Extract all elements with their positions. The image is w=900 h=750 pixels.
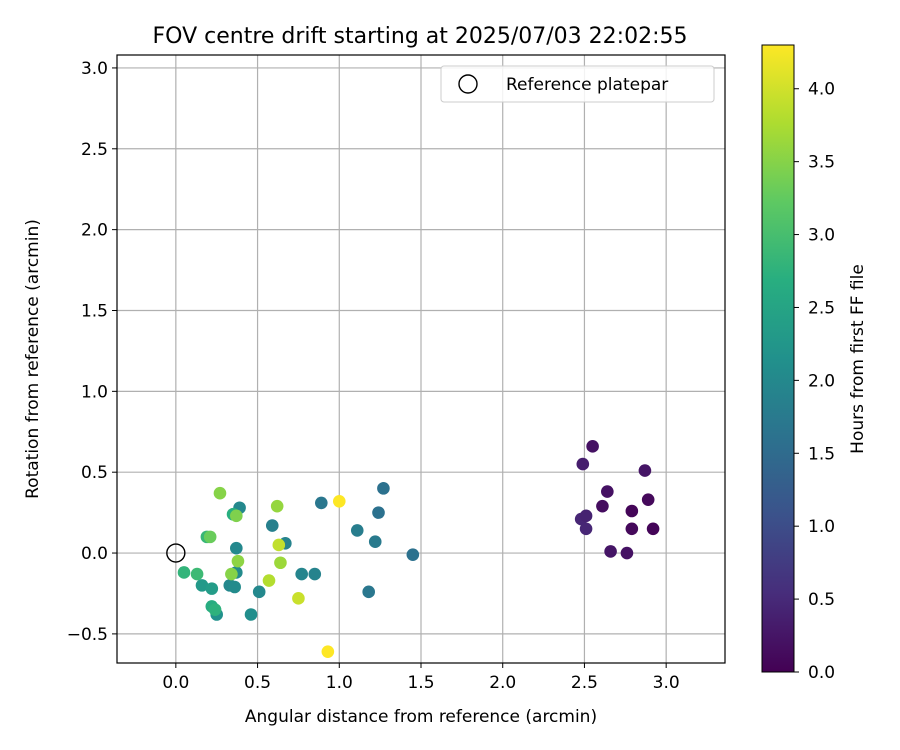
data-point — [321, 645, 335, 658]
data-point — [177, 566, 191, 579]
data-point — [205, 582, 219, 595]
data-point — [308, 567, 322, 581]
x-tick-label: 2.0 — [489, 673, 516, 693]
chart-title: FOV centre drift starting at 2025/07/03 … — [153, 24, 688, 49]
colorbar-ticks: 0.0 0.5 1.0 1.5 2.0 2.5 3.0 3.5 4.0 — [794, 80, 835, 683]
y-tick-label: 0.0 — [81, 544, 108, 564]
data-point — [208, 603, 222, 616]
data-point — [646, 522, 660, 536]
data-point — [203, 530, 217, 544]
x-tick-label: 0.5 — [244, 673, 271, 693]
legend-marker-icon — [458, 74, 478, 94]
x-axis-label: Angular distance from reference (arcmin) — [245, 707, 597, 727]
x-tick-label: 3.0 — [653, 673, 680, 693]
y-tick-label: 1.0 — [81, 382, 108, 402]
colorbar — [761, 44, 795, 673]
legend-box — [440, 65, 715, 103]
data-point — [213, 486, 227, 500]
x-tick-label: 1.0 — [326, 673, 353, 693]
legend-label: Reference platepar — [506, 75, 668, 95]
colorbar-tick-label: 3.0 — [808, 226, 835, 246]
y-axis-ticks: −0.5 0.0 0.5 1.0 1.5 2.0 2.5 3.0 — [67, 59, 117, 645]
y-tick-label: 2.5 — [81, 140, 108, 160]
data-point — [620, 546, 634, 560]
y-tick-label: 2.0 — [81, 221, 108, 241]
legend: Reference platepar — [440, 65, 715, 103]
colorbar-tick-label: 2.5 — [808, 298, 835, 318]
data-point — [230, 509, 243, 523]
data-point — [315, 496, 328, 510]
data-point — [579, 509, 593, 523]
colorbar-tick-label: 1.5 — [808, 444, 835, 464]
x-axis-ticks: 0.0 0.5 1.0 1.5 2.0 2.5 3.0 — [162, 663, 680, 693]
x-tick-label: 1.5 — [407, 673, 434, 693]
data-point — [292, 592, 305, 605]
colorbar-tick-label: 0.0 — [808, 663, 835, 683]
data-point — [586, 440, 599, 453]
data-point — [601, 485, 614, 498]
data-point — [362, 585, 375, 599]
colorbar-tick-label: 1.0 — [808, 517, 835, 537]
x-tick-label: 0.0 — [162, 673, 189, 693]
data-point — [576, 457, 590, 471]
data-point — [231, 554, 245, 568]
data-point — [230, 541, 243, 555]
data-point — [265, 519, 279, 532]
colorbar-tick-label: 2.0 — [808, 371, 835, 391]
data-point — [274, 556, 287, 570]
data-points — [177, 440, 660, 658]
data-point — [625, 504, 639, 518]
data-point — [377, 482, 390, 495]
data-point — [579, 522, 593, 536]
data-point — [641, 493, 655, 506]
grid-lines — [117, 55, 725, 663]
data-point — [270, 499, 284, 513]
data-point — [406, 548, 420, 561]
data-point — [190, 567, 204, 581]
reference-marker-group — [166, 543, 186, 563]
y-tick-label: 3.0 — [81, 59, 108, 79]
reference-marker — [166, 543, 186, 563]
colorbar-label: Hours from first FF file — [848, 264, 868, 454]
colorbar-tick-label: 0.5 — [808, 590, 835, 610]
data-point — [604, 545, 617, 558]
data-point — [638, 464, 652, 477]
data-point — [596, 499, 609, 513]
data-point — [625, 522, 639, 536]
y-tick-label: −0.5 — [67, 625, 108, 645]
data-point — [225, 567, 238, 581]
colorbar-tick-label: 4.0 — [808, 80, 835, 100]
data-point — [332, 494, 346, 508]
data-point — [350, 524, 364, 537]
data-point — [244, 608, 258, 621]
x-tick-label: 2.5 — [571, 673, 598, 693]
y-tick-label: 1.5 — [81, 301, 108, 321]
data-point — [195, 579, 209, 592]
data-point — [252, 585, 266, 599]
data-point — [228, 580, 241, 594]
data-point — [262, 574, 276, 587]
y-axis-label: Rotation from reference (arcmin) — [23, 219, 43, 499]
y-tick-label: 0.5 — [81, 463, 108, 483]
data-point — [295, 567, 308, 581]
data-point — [368, 535, 382, 549]
data-point — [372, 506, 385, 519]
colorbar-tick-label: 3.5 — [808, 153, 835, 173]
data-point — [272, 538, 286, 552]
